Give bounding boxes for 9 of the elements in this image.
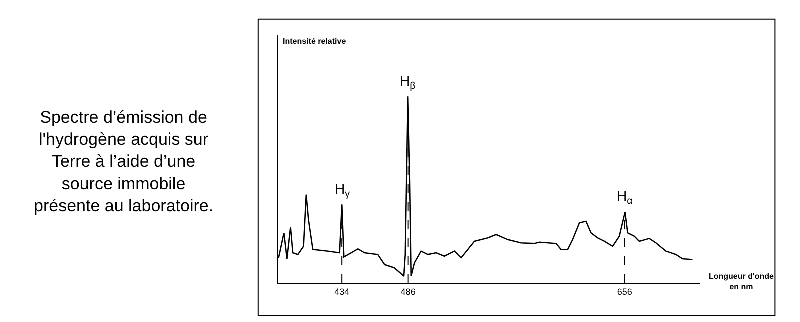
text: Intensité relative [283,37,347,46]
x-tick-label: 486 [400,286,416,297]
x-tick-label: 656 [617,286,632,297]
annotation: H$_{γ}$ [335,181,350,200]
x-axis-title: Longueur d'onde en nm [709,272,775,292]
text: Spectre d’émission de l'hydrogène acquis sur Terre à l’aide d’une source immobile présente au laboratoire. [34,108,214,216]
annotation: H$_{β}$ [400,73,416,92]
annotation: H$_{α}$ [617,188,634,207]
x-tick-label: 434 [334,286,350,297]
